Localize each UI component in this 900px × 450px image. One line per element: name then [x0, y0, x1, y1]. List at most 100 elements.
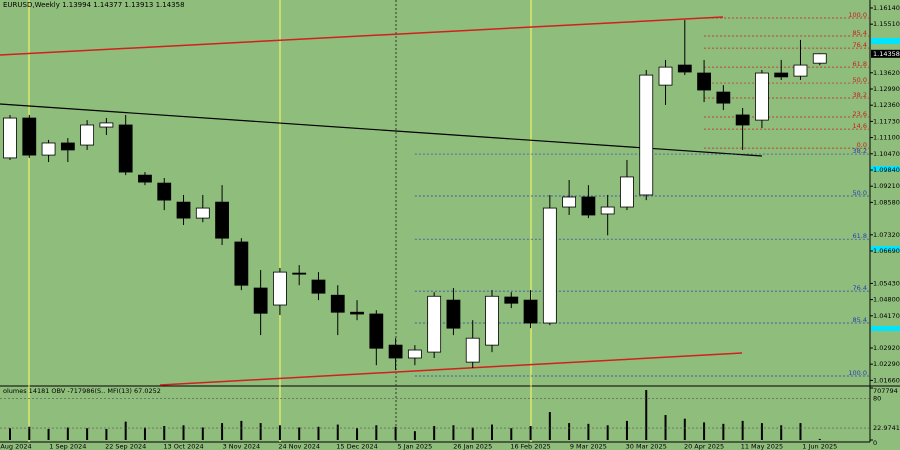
fib-label: 76.4 [853, 41, 867, 49]
candle-body [60, 142, 75, 151]
candle-body [407, 349, 422, 359]
candle-body [542, 207, 557, 324]
x-tick-label: 20 Apr 2025 [684, 443, 724, 450]
candle-body [639, 74, 654, 196]
y-tick-label: 707794 [873, 387, 898, 395]
y-tick-label: 1.07320 [873, 231, 900, 239]
y-tick-label: 1.09210 [873, 182, 900, 190]
x-tick-label: Aug 2024 [0, 443, 31, 450]
candle-body [41, 142, 56, 156]
y-tick-label: 1.05430 [873, 279, 900, 287]
candle-body [697, 72, 711, 91]
candle-body [677, 64, 692, 73]
candle-body [446, 299, 461, 329]
y-tick-label: 1.04170 [873, 312, 900, 320]
x-tick-label: 1 Jun 2025 [802, 443, 837, 450]
fib-label: 61.8 [853, 232, 867, 240]
x-tick-label: 26 Jan 2025 [453, 443, 492, 450]
x-tick-label: 30 Mar 2025 [626, 443, 667, 450]
x-tick-label: 3 Nov 2024 [223, 443, 261, 450]
fib-label: 85.4 [853, 316, 867, 324]
y2-tick-label: 80 [873, 394, 881, 402]
y2-tick-label: 22.9741 [873, 424, 900, 432]
fib-label: 76.4 [853, 284, 867, 292]
trend-line [159, 352, 743, 386]
y-tick-label: 1.13620 [873, 69, 900, 77]
y-tick-label: 1.10470 [873, 150, 900, 158]
candle-body [176, 201, 191, 219]
fib-label: 14.6 [853, 122, 867, 130]
candle-body [427, 295, 442, 353]
y-tick-label: 1.12990 [873, 85, 900, 93]
candle-body [99, 122, 114, 128]
level-marker [871, 246, 900, 251]
candle-body [350, 311, 364, 315]
candle-body [292, 272, 307, 275]
candle-body [215, 201, 229, 239]
y-tick-label: 1.15510 [873, 20, 900, 28]
candle-body [330, 294, 345, 313]
fib-label: 100.0 [848, 369, 867, 377]
y-tick-label: 1.11730 [873, 117, 900, 125]
y-tick-label: 1.01660 [873, 376, 900, 384]
candle-body [735, 114, 750, 126]
candle-body [465, 337, 480, 363]
y-tick-label: 1.12360 [873, 101, 900, 109]
x-tick-label: 24 Nov 2024 [278, 443, 320, 450]
fib-label: 100.0 [848, 11, 867, 19]
candle-body [311, 279, 326, 294]
x-tick-label: 1 Sep 2024 [49, 443, 86, 450]
y-tick-label: 0 [873, 439, 877, 447]
x-tick-label: 22 Sep 2024 [105, 443, 146, 450]
y-tick-label: 1.11100 [873, 134, 900, 142]
candle-body [157, 182, 172, 201]
candle-body [562, 196, 577, 208]
candle-body [195, 207, 210, 219]
candle-body [774, 72, 789, 78]
candle-body [658, 66, 673, 86]
candle-body [388, 344, 403, 359]
level-marker [871, 166, 900, 171]
candle-body [600, 206, 615, 215]
fib-label: 50.0 [853, 189, 867, 197]
candle-body [3, 117, 17, 159]
candle-body [581, 196, 596, 216]
trend-line [0, 16, 724, 56]
candle-body [755, 72, 769, 121]
chart-title: EURUSD,Weekly 1.13994 1.14377 1.13913 1.… [3, 1, 185, 9]
y-tick-label: 1.02920 [873, 344, 900, 352]
candle-body [523, 299, 538, 324]
x-tick-label: 5 Jan 2025 [397, 443, 432, 450]
candle-body [504, 296, 519, 304]
candle-body [138, 174, 152, 183]
fib-label: 38.2 [853, 91, 867, 99]
indicator-title: olumes 14181 OBV -717986(S.. MFI(13) 67.… [3, 387, 161, 395]
trend-line [0, 103, 763, 157]
y-tick-label: 1.02290 [873, 360, 900, 368]
x-tick-label: 9 Mar 2025 [570, 443, 607, 450]
candle-body [118, 124, 133, 173]
fib-label: 61.8 [853, 60, 867, 68]
candle-body [620, 176, 634, 208]
candle-body [273, 271, 287, 306]
candle-body [234, 241, 249, 286]
candle-body [253, 287, 268, 314]
fib-label: 23.6 [853, 110, 867, 118]
level-marker [871, 326, 900, 331]
x-tick-label: 15 Dec 2024 [336, 443, 378, 450]
fib-label: 50.0 [853, 76, 867, 84]
y-tick-label: 1.08580 [873, 198, 900, 206]
y-tick-label: 1.16140 [873, 4, 900, 12]
candle-body [812, 53, 827, 64]
y-tick-label: 1.06690 [873, 247, 900, 255]
y-tick-label: 1.09840 [873, 166, 900, 174]
x-tick-label: 16 Feb 2025 [510, 443, 550, 450]
candle-body [485, 295, 499, 346]
fib-label: 0.0 [857, 141, 867, 149]
price-marker [871, 49, 900, 58]
fib-label: 85.4 [853, 29, 867, 37]
candle-body [80, 124, 95, 146]
fib-label: 38.2 [853, 147, 867, 155]
